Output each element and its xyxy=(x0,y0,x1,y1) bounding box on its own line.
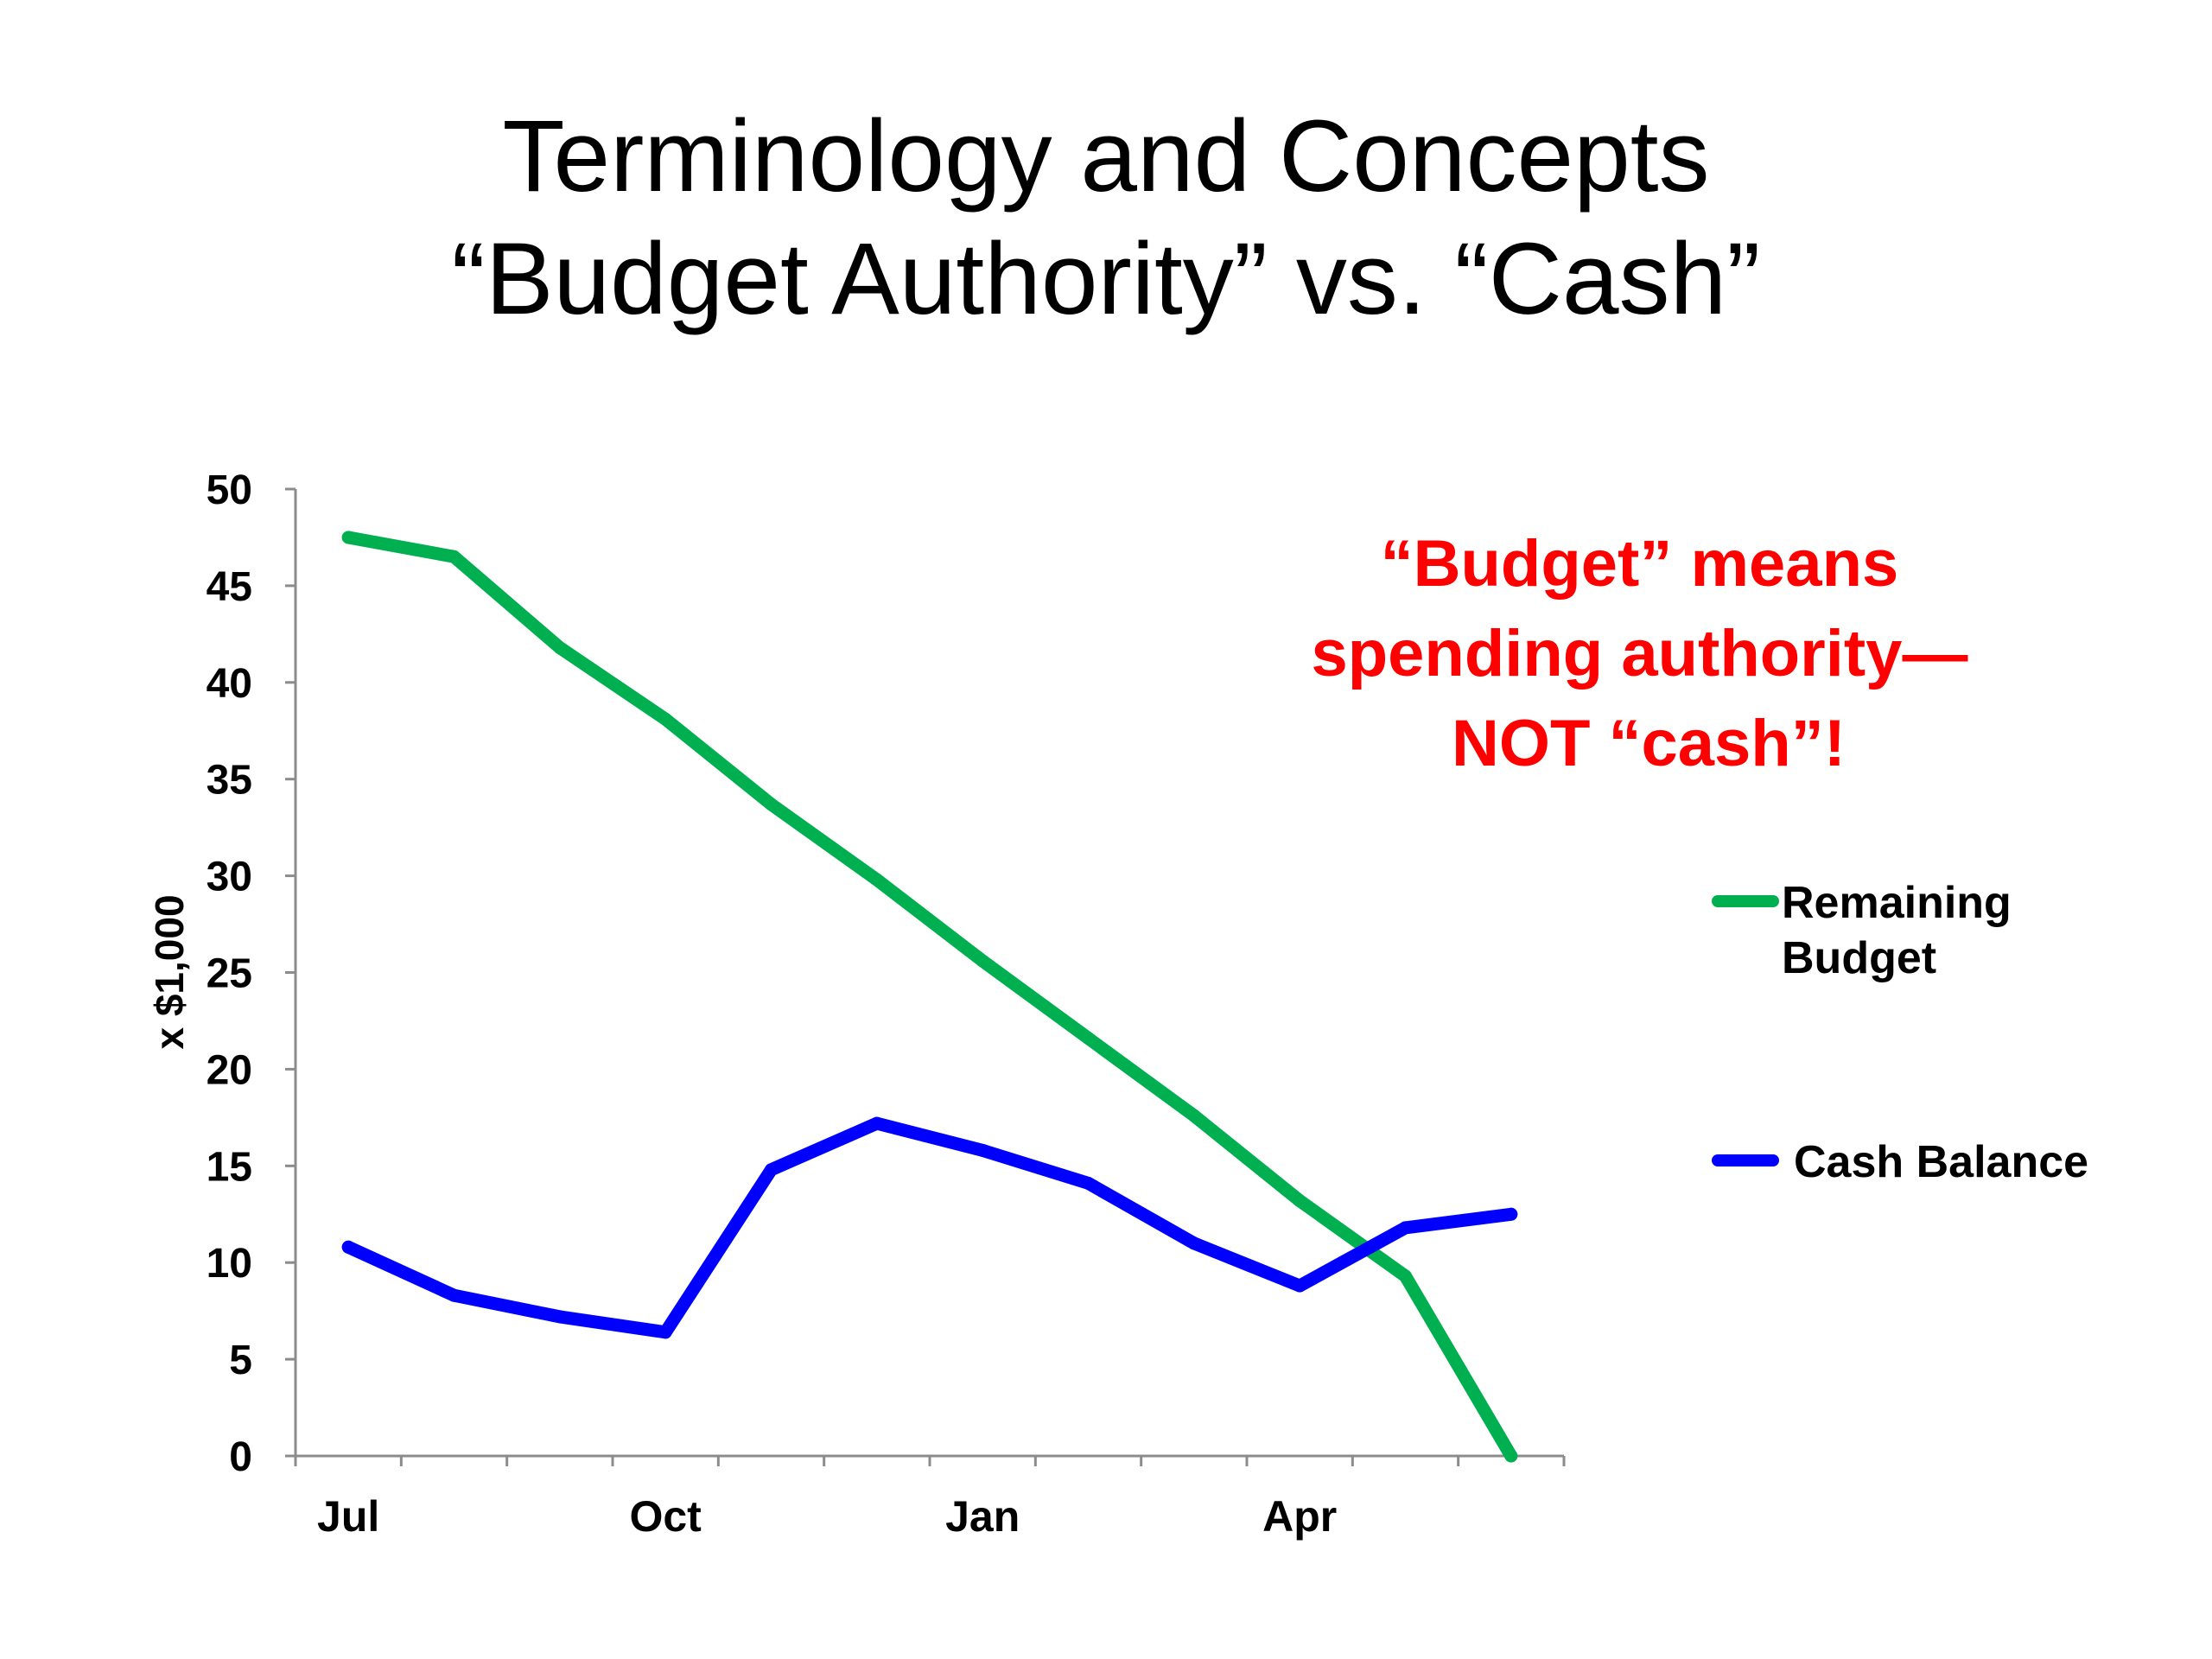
data-point-remaining-budget xyxy=(765,798,778,811)
data-point-remaining-budget xyxy=(1187,1109,1201,1122)
annotation-line-1: “Budget” means xyxy=(1381,527,1899,601)
annotation-line-2: spending authority— xyxy=(1311,617,1967,690)
data-point-remaining-budget xyxy=(448,550,461,563)
slide-title: Terminology and Concepts “Budget Authori… xyxy=(0,95,2212,340)
series-cash-balance xyxy=(341,1116,1518,1339)
data-point-cash-balance xyxy=(1504,1207,1518,1221)
data-point-cash-balance xyxy=(870,1116,884,1130)
y-tick-label: 25 xyxy=(207,951,252,997)
y-axis-label: x $1,000 xyxy=(147,894,192,1049)
slide-title-line2: “Budget Authority” vs. “Cash” xyxy=(451,222,1761,336)
data-point-remaining-budget xyxy=(1399,1269,1412,1283)
y-tick-label: 40 xyxy=(207,661,252,707)
y-tick-label: 10 xyxy=(207,1241,252,1287)
y-tick-label: 5 xyxy=(229,1338,252,1383)
data-point-remaining-budget xyxy=(1504,1449,1518,1463)
data-point-remaining-budget xyxy=(976,954,989,968)
annotation-line-3: NOT “cash”! xyxy=(1452,707,1846,780)
y-axis-ticks: 0 5 10 15 20 25 30 35 40 45 50 xyxy=(207,467,296,1480)
y-tick-label: 30 xyxy=(207,855,252,900)
x-axis-ticks: Jul Oct Jan Apr xyxy=(294,1456,1566,1541)
data-point-cash-balance xyxy=(765,1163,778,1177)
legend-label-remaining-budget-line1: Remaining xyxy=(1782,878,2012,928)
data-point-remaining-budget xyxy=(1293,1194,1306,1208)
y-tick-label: 20 xyxy=(207,1047,252,1093)
legend: Remaining Budget Cash Balance xyxy=(1712,878,2088,1187)
series-layer xyxy=(341,531,1518,1463)
data-point-cash-balance xyxy=(1399,1221,1412,1235)
data-point-cash-balance xyxy=(1082,1176,1095,1190)
data-point-cash-balance xyxy=(1293,1279,1306,1293)
legend-label-remaining-budget-line2: Budget xyxy=(1782,933,1936,983)
series-line-cash-balance xyxy=(341,1116,1518,1339)
legend-label-cash-balance: Cash Balance xyxy=(1794,1137,2088,1187)
data-point-cash-balance xyxy=(553,1310,567,1324)
slide-title-line1: Terminology and Concepts xyxy=(502,99,1710,213)
x-tick-label: Oct xyxy=(629,1492,702,1541)
y-tick-label: 15 xyxy=(207,1144,252,1190)
legend-item-cash-balance: Cash Balance xyxy=(1712,1137,2088,1187)
x-tick-label: Jul xyxy=(317,1492,379,1541)
data-point-cash-balance xyxy=(1187,1236,1201,1250)
y-tick-label: 45 xyxy=(207,564,252,610)
data-point-cash-balance xyxy=(976,1143,989,1157)
y-tick-label: 0 xyxy=(229,1434,252,1480)
data-point-remaining-budget xyxy=(341,531,355,544)
x-tick-label: Apr xyxy=(1262,1492,1337,1541)
series-line-remaining-budget xyxy=(341,531,1518,1463)
data-point-cash-balance xyxy=(448,1288,461,1302)
data-point-remaining-budget xyxy=(870,873,884,887)
y-tick-label: 35 xyxy=(207,758,252,804)
legend-item-remaining-budget: Remaining Budget xyxy=(1712,878,2012,983)
data-point-remaining-budget xyxy=(553,641,567,655)
data-point-remaining-budget xyxy=(658,712,672,726)
x-tick-label: Jan xyxy=(945,1492,1020,1541)
series-remaining-budget xyxy=(341,531,1518,1463)
data-point-remaining-budget xyxy=(1082,1032,1095,1046)
annotation-text: “Budget” means spending authority— NOT “… xyxy=(1311,527,1986,780)
data-point-cash-balance xyxy=(341,1240,355,1254)
y-tick-label: 50 xyxy=(207,467,252,513)
data-point-cash-balance xyxy=(658,1325,672,1339)
